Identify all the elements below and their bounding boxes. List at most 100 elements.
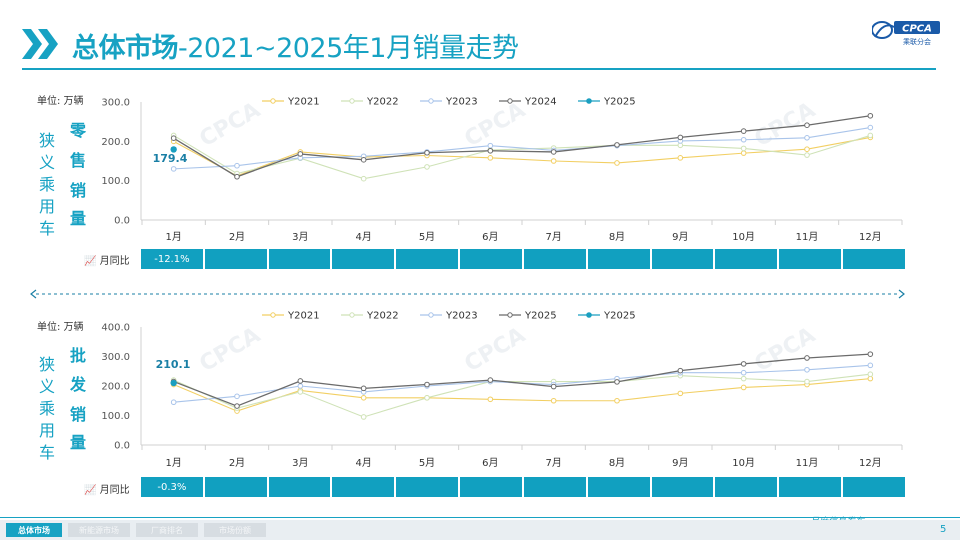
x-tick-label: 1月 bbox=[165, 457, 181, 469]
yoy-cell bbox=[204, 477, 269, 497]
legend-marker bbox=[507, 312, 513, 318]
data-point bbox=[234, 403, 240, 409]
x-tick-label: 4月 bbox=[355, 231, 371, 243]
tab-maker-ranking[interactable]: 厂商排名 bbox=[136, 523, 198, 537]
data-point bbox=[804, 366, 810, 373]
data-point bbox=[234, 162, 240, 169]
x-tick-label: 6月 bbox=[482, 457, 498, 469]
series-line bbox=[173, 136, 871, 177]
x-tick-label: 1月 bbox=[165, 231, 181, 243]
data-point bbox=[550, 383, 557, 390]
data-point bbox=[170, 146, 177, 153]
trend-icon: 📈 bbox=[84, 256, 97, 267]
data-point bbox=[740, 369, 747, 376]
data-point bbox=[740, 145, 747, 152]
data-point bbox=[867, 362, 874, 369]
data-label: 179.4 bbox=[153, 152, 188, 165]
tab-nev-market[interactable]: 新能源市场 bbox=[68, 523, 130, 537]
data-point bbox=[297, 151, 304, 157]
yoy-cell bbox=[396, 477, 461, 497]
tab-overall-market[interactable]: 总体市场 bbox=[6, 523, 62, 537]
data-point bbox=[867, 371, 874, 378]
data-point bbox=[360, 414, 367, 420]
series-line bbox=[173, 373, 871, 418]
data-point bbox=[360, 175, 367, 182]
data-point bbox=[677, 134, 684, 141]
data-point bbox=[867, 351, 874, 357]
series-line bbox=[173, 134, 871, 180]
data-point bbox=[424, 395, 430, 401]
yoy-cell bbox=[204, 249, 269, 269]
data-point bbox=[297, 378, 304, 384]
yoy-cell bbox=[779, 249, 844, 269]
data-point bbox=[487, 396, 494, 403]
data-point bbox=[867, 124, 874, 131]
x-tick-label: 7月 bbox=[545, 231, 561, 243]
data-point bbox=[614, 142, 620, 148]
legend-label: Y2024 bbox=[524, 97, 557, 108]
data-point bbox=[804, 146, 810, 152]
legend-marker bbox=[586, 312, 592, 318]
series-line bbox=[173, 353, 871, 407]
watermark: CPCA bbox=[196, 323, 265, 377]
data-point bbox=[677, 155, 684, 161]
y-tick-label: 0.0 bbox=[114, 441, 130, 452]
yoy-cell bbox=[268, 249, 333, 269]
data-point bbox=[234, 393, 240, 400]
tab-market-share[interactable]: 市场份额 bbox=[204, 523, 266, 537]
x-tick-label: 5月 bbox=[419, 457, 435, 469]
legend-marker bbox=[428, 98, 434, 104]
yoy-cell bbox=[843, 477, 905, 497]
y-tick-label: 100.0 bbox=[101, 411, 130, 422]
data-point bbox=[804, 152, 810, 158]
data-point bbox=[614, 397, 620, 404]
legend-label: Y2022 bbox=[366, 97, 399, 108]
data-point bbox=[234, 173, 240, 180]
data-point bbox=[867, 132, 874, 139]
data-point bbox=[424, 381, 430, 388]
yoy-cell: -12.1% bbox=[141, 249, 205, 269]
yoy-cell: -0.3% bbox=[141, 477, 205, 497]
yoy-cell bbox=[843, 249, 905, 269]
data-point bbox=[550, 149, 557, 155]
data-point bbox=[297, 383, 304, 389]
data-point bbox=[487, 155, 494, 161]
data-point bbox=[360, 157, 367, 163]
data-point bbox=[487, 142, 494, 149]
x-tick-label: 8月 bbox=[609, 231, 625, 243]
data-point bbox=[170, 135, 177, 141]
yoy-cell bbox=[715, 477, 780, 497]
y-tick-label: 200.0 bbox=[101, 137, 130, 148]
x-tick-label: 12月 bbox=[859, 231, 882, 243]
watermark: CPCA bbox=[196, 98, 265, 152]
y-tick-label: 300.0 bbox=[101, 352, 130, 363]
page-title: 总体市场-2021~2025年1月销量走势 bbox=[72, 33, 519, 64]
data-point bbox=[740, 136, 747, 143]
yoy-cell bbox=[523, 477, 588, 497]
x-tick-label: 3月 bbox=[292, 457, 308, 469]
data-point bbox=[740, 384, 747, 391]
x-tick-label: 11月 bbox=[796, 231, 819, 243]
x-tick-label: 6月 bbox=[482, 231, 498, 243]
legend-label: Y2021 bbox=[287, 97, 320, 108]
data-point bbox=[297, 389, 304, 395]
legend-label: Y2023 bbox=[445, 97, 478, 108]
data-point bbox=[867, 375, 874, 382]
y-tick-label: 0.0 bbox=[114, 216, 130, 227]
legend-marker bbox=[270, 312, 276, 318]
data-point bbox=[804, 355, 810, 361]
x-tick-label: 3月 bbox=[292, 231, 308, 243]
retail-chart: 0.0 100.0 200.0 300.0 1月 2月 3月 4月 5月 6月 7月 8月 9月 10月 1… bbox=[101, 97, 903, 243]
y-tick-label: 300.0 bbox=[101, 98, 130, 109]
footer-line bbox=[0, 517, 960, 518]
legend-label: Y2021 bbox=[287, 311, 320, 322]
data-point bbox=[804, 122, 810, 129]
series-line bbox=[173, 115, 871, 178]
legend-label: Y2023 bbox=[445, 311, 478, 322]
x-tick-label: 10月 bbox=[732, 457, 755, 469]
yoy-cell bbox=[779, 477, 844, 497]
x-tick-label: 5月 bbox=[419, 231, 435, 243]
data-point bbox=[424, 164, 430, 170]
y-tick-label: 200.0 bbox=[101, 382, 130, 393]
